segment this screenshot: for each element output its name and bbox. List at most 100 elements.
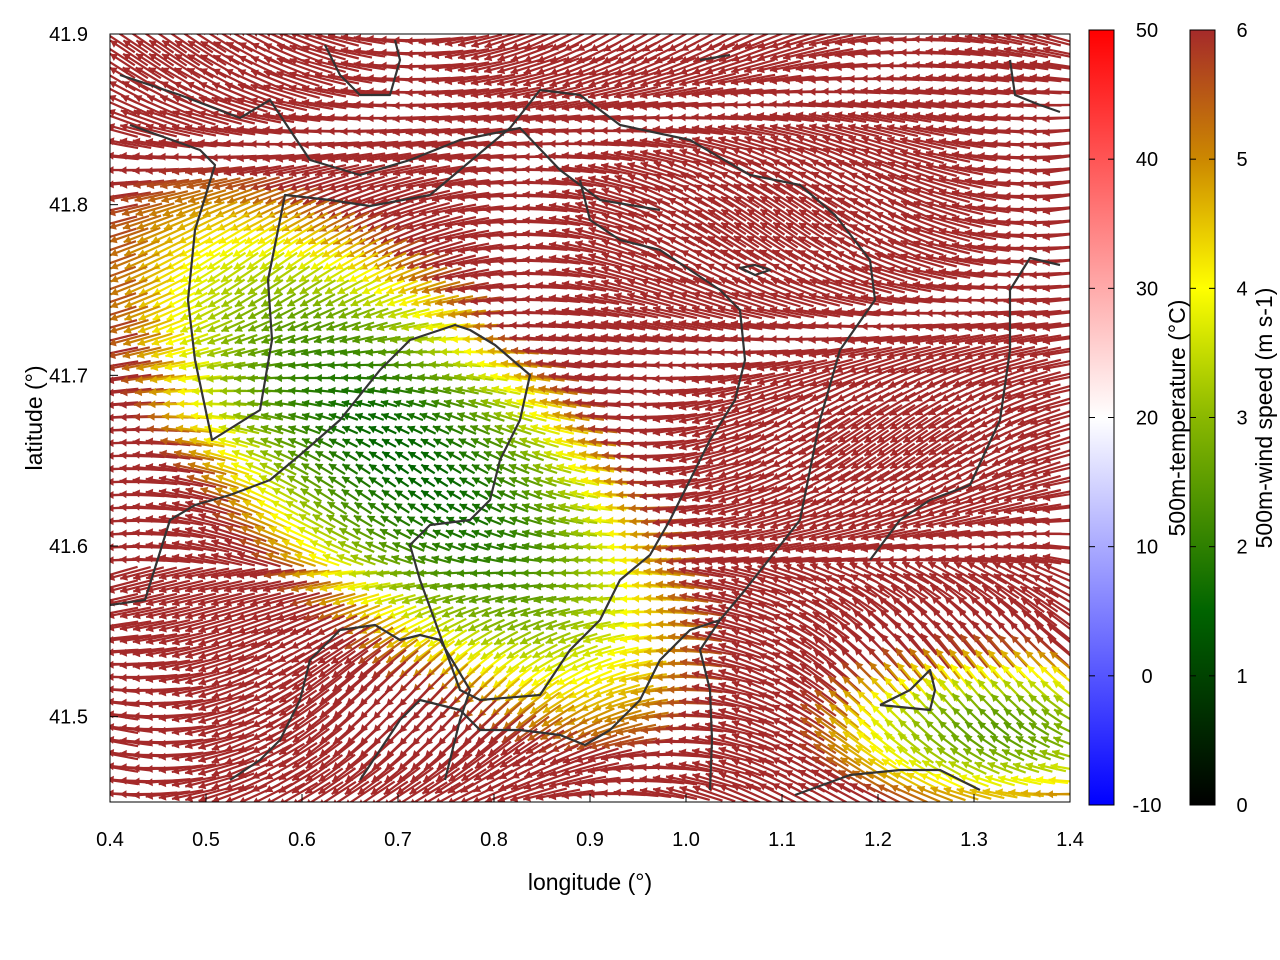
wind-vector xyxy=(120,109,164,127)
wind-vector xyxy=(431,35,477,47)
wind-vector xyxy=(418,62,464,72)
colorbar-tick-label: 0 xyxy=(1141,666,1152,688)
wind-vector xyxy=(509,100,555,112)
wind-vector xyxy=(133,94,177,116)
wind-vector xyxy=(847,99,893,109)
wind-vector xyxy=(938,86,984,96)
wind-vector xyxy=(886,86,932,96)
colorbar-tick-label: 40 xyxy=(1136,149,1158,171)
wind-vector xyxy=(340,73,386,83)
wind-vector xyxy=(613,85,659,100)
wind-vector xyxy=(665,86,711,99)
wind-vector xyxy=(640,56,684,76)
wind-vector xyxy=(262,111,308,123)
wind-vector xyxy=(808,111,854,123)
colorbar-tick-label: 5 xyxy=(1236,149,1247,171)
wind-vector xyxy=(484,34,528,49)
wind-vector xyxy=(718,43,762,63)
wind-vector xyxy=(1029,73,1070,82)
wind-vector xyxy=(146,109,190,127)
wind-vector xyxy=(834,99,880,109)
wind-vector xyxy=(444,61,490,73)
wind-vector xyxy=(314,71,360,85)
wind-vector xyxy=(678,87,724,99)
temperature-colorbar-label: 500m-temperature (°C) xyxy=(1164,300,1190,537)
wind-vector xyxy=(964,73,1010,83)
x-tick-label: 0.9 xyxy=(576,829,604,851)
x-tick-label: 1.1 xyxy=(768,829,796,851)
wind-vector xyxy=(483,100,529,112)
colorbar-tick-label: 50 xyxy=(1136,20,1158,42)
x-axis: 0.4 0.5 0.6 0.7 0.8 0.9 1.0 1.1 1.2 1.3 1.4 xyxy=(96,794,1084,851)
wind-vector xyxy=(431,48,477,60)
wind-vector xyxy=(536,71,580,88)
wind-vector xyxy=(470,87,516,99)
wind-vector xyxy=(1016,46,1062,59)
wind-vector xyxy=(756,74,802,86)
wind-vector xyxy=(951,99,997,109)
wind-vector xyxy=(717,88,763,98)
wind-vector xyxy=(977,73,1023,83)
wind-vector xyxy=(795,111,841,123)
wind-vector xyxy=(1003,46,1049,59)
wind-vector xyxy=(237,82,281,101)
wind-vector xyxy=(198,96,242,114)
wind-vector xyxy=(873,99,919,109)
wind-vector xyxy=(522,114,568,124)
x-tick-label: 0.8 xyxy=(480,829,508,851)
wind-vector xyxy=(120,94,164,116)
wind-vector xyxy=(600,100,646,112)
wind-vector xyxy=(1042,45,1070,56)
wind-vector xyxy=(731,58,775,74)
wind-vector xyxy=(821,48,867,60)
wind-vector xyxy=(470,73,516,86)
x-tick-label: 0.4 xyxy=(96,829,124,851)
wind-vector xyxy=(1042,87,1070,96)
wind-vector xyxy=(601,70,645,88)
wind-vector xyxy=(340,59,386,71)
wind-vector xyxy=(535,100,581,112)
wind-vector xyxy=(743,74,789,86)
wind-vector xyxy=(212,68,254,90)
wind-vector xyxy=(327,72,373,84)
wind-vector xyxy=(263,70,307,88)
wind-vector xyxy=(275,97,321,111)
wind-vector xyxy=(185,109,229,126)
wind-vector xyxy=(834,111,880,124)
wind-vector xyxy=(821,34,867,47)
colorbar-tick-label: 0 xyxy=(1236,795,1247,817)
wind-vector xyxy=(808,99,854,109)
wind-vector xyxy=(251,42,293,64)
y-axis-label: latitude (°) xyxy=(21,365,47,470)
wind-vector xyxy=(159,95,203,115)
wind-vector xyxy=(289,44,333,62)
wind-vector xyxy=(990,59,1036,71)
wind-vector xyxy=(886,99,932,109)
wind-vector xyxy=(717,73,763,87)
wind-vector xyxy=(110,34,136,54)
wind-vector xyxy=(444,74,490,86)
wind-vector xyxy=(198,81,242,103)
wind-vector xyxy=(418,49,464,59)
wind-vector xyxy=(276,70,320,87)
wind-vector xyxy=(148,52,188,80)
wind-vector xyxy=(679,72,723,87)
wind-vector xyxy=(431,75,477,85)
wind-vector xyxy=(925,99,971,109)
wind-vector xyxy=(444,101,490,111)
wind-vector xyxy=(782,46,828,61)
wind-vector xyxy=(276,84,320,99)
wind-vector xyxy=(704,88,750,98)
wind-vector xyxy=(769,111,815,123)
wind-vector xyxy=(990,34,1036,46)
wind-vector xyxy=(717,112,763,122)
wind-vector xyxy=(782,61,828,73)
wind-vectors xyxy=(110,34,1070,802)
wind-vector xyxy=(769,75,815,85)
wind-vector xyxy=(1003,34,1049,47)
wind-vector xyxy=(431,101,477,111)
wind-vector xyxy=(977,46,1023,58)
wind-vector xyxy=(1029,59,1070,70)
wind-vector xyxy=(730,73,776,86)
